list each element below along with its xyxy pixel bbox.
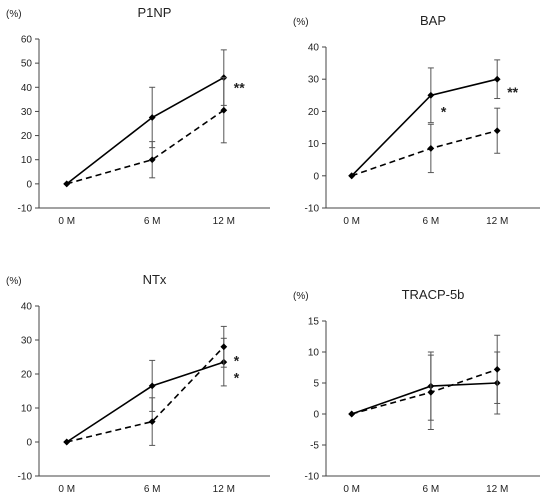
x-tick-label: 6 M [144, 216, 161, 227]
y-tick-label: -10 [18, 472, 33, 483]
data-point-marker [148, 114, 156, 121]
series-line [66, 346, 225, 443]
y-tick-label: 10 [308, 348, 320, 359]
y-tick-label: 10 [21, 404, 33, 415]
y-tick-label: 15 [308, 317, 320, 328]
significance-marker: * [234, 352, 240, 368]
series-dashed [63, 325, 228, 446]
chart-title: TRACP-5b [402, 287, 465, 302]
data-point-marker [148, 418, 156, 425]
x-tick-label: 0 M [343, 216, 360, 227]
y-tick-label: 0 [26, 438, 32, 449]
y-tick-label: 10 [308, 139, 320, 150]
chart-title: P1NP [138, 5, 172, 20]
data-point-marker [348, 172, 356, 180]
y-tick-label: 5 [313, 379, 319, 390]
significance-marker: ** [234, 79, 245, 95]
y-tick-label: 30 [308, 75, 320, 86]
chart-title: BAP [420, 13, 446, 28]
x-tick-label: 12 M [486, 484, 508, 495]
chart-title: NTx [143, 272, 167, 287]
data-point-marker [493, 75, 501, 83]
data-point-marker [63, 180, 71, 188]
y-tick-label: -5 [310, 441, 319, 452]
x-tick-label: 0 M [343, 484, 360, 495]
chart-panel-4: TRACP-5b (%) -10 -5 0 5 10 15 0 M 6 M 12 M [293, 287, 540, 495]
significance-marker: ** [507, 84, 518, 100]
data-point-marker [220, 343, 228, 351]
x-tick-label: 0 M [58, 484, 75, 495]
data-point-marker [427, 145, 435, 152]
y-tick-label: -10 [305, 204, 320, 215]
y-tick-label: 40 [21, 302, 33, 313]
y-tick-label: -10 [305, 472, 320, 483]
y-tick-label: 20 [308, 107, 320, 118]
y-tick-label: 10 [21, 155, 33, 166]
y-tick-label: -10 [18, 204, 33, 215]
data-point-marker [148, 156, 156, 164]
chart-panel-3: NTx (%) -10 0 10 20 30 40 0 M 6 M 12 M ** [6, 272, 270, 495]
series-line [351, 382, 498, 415]
series-dashed [348, 107, 501, 180]
x-tick-label: 12 M [213, 484, 235, 495]
x-tick-label: 12 M [486, 216, 508, 227]
y-unit-label: (%) [293, 291, 309, 302]
x-tick-label: 6 M [144, 484, 161, 495]
series-line [351, 368, 498, 415]
y-tick-label: 30 [21, 336, 33, 347]
x-tick-label: 6 M [423, 216, 440, 227]
series-line [66, 109, 225, 185]
series-solid [348, 59, 501, 180]
series-solid [63, 49, 228, 188]
series-line [351, 78, 498, 177]
x-tick-label: 0 M [58, 216, 75, 227]
y-tick-label: 0 [313, 171, 319, 182]
y-tick-label: 40 [308, 43, 320, 54]
data-point-marker [427, 91, 435, 99]
significance-marker: * [441, 103, 447, 119]
x-tick-label: 6 M [423, 484, 440, 495]
series-line [66, 76, 225, 185]
x-tick-label: 12 M [213, 216, 235, 227]
y-tick-label: 40 [21, 83, 33, 94]
y-tick-label: 20 [21, 131, 33, 142]
series-solid [348, 351, 501, 421]
y-tick-label: 20 [21, 370, 33, 381]
data-point-marker [63, 438, 71, 446]
series-dashed [348, 334, 501, 430]
series-dashed [63, 77, 228, 188]
y-unit-label: (%) [293, 17, 309, 28]
data-point-marker [348, 410, 356, 418]
series-line [66, 361, 225, 443]
y-tick-label: 0 [313, 410, 319, 421]
y-tick-label: 50 [21, 59, 33, 70]
data-point-marker [220, 106, 228, 114]
y-unit-label: (%) [6, 276, 22, 287]
y-tick-label: 30 [21, 107, 33, 118]
y-tick-label: 0 [26, 179, 32, 190]
data-point-marker [427, 388, 435, 396]
chart-panel-1: P1NP (%) -10 0 10 20 30 40 50 60 0 M 6 M 12 M ** [6, 5, 270, 227]
significance-marker: * [234, 369, 240, 385]
y-unit-label: (%) [6, 9, 22, 20]
data-point-marker [493, 365, 501, 373]
data-point-marker [148, 382, 156, 390]
series-solid [63, 337, 228, 446]
data-point-marker [493, 127, 501, 135]
y-tick-label: 60 [21, 35, 33, 46]
